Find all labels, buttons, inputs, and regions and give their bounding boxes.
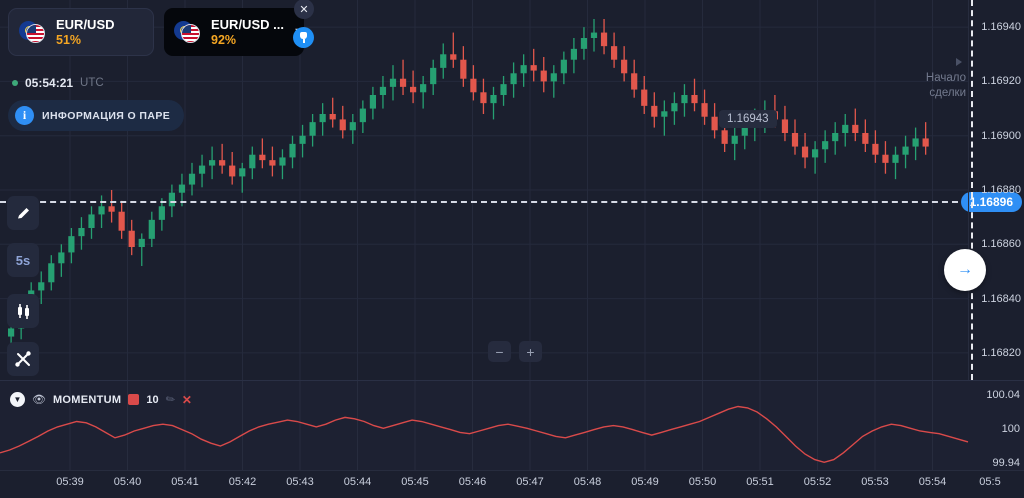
time-tick-label: 05:52 [803,476,832,488]
candlestick-series [8,19,929,353]
chevron-down-icon[interactable]: ▼ [10,392,25,407]
timeframe-label: 5s [15,252,31,268]
momentum-tick-label: 100.04 [986,389,1020,401]
price-tick-label: 1.16840 [981,292,1021,305]
server-clock: 05:54:21 UTC [12,76,104,90]
clock-time: 05:54:21 [25,76,74,90]
chart-type-button[interactable] [7,294,39,328]
asset-tabs: EUR/USD 51% EUR/USD ... 92% ▼ ✕ [8,0,314,56]
time-tick-label: 05:45 [401,476,429,488]
eurusd-flag-icon [19,21,47,43]
time-tick-label: 05:40 [113,476,142,488]
info-icon: i [15,106,34,125]
close-icon[interactable]: ✕ [181,392,192,407]
deal-start-label-line2: сделки [929,87,966,99]
deal-start-label: Начало сделки [894,71,966,101]
timeframe-button[interactable]: 5s [7,243,39,277]
pair-info-button[interactable]: i ИНФОРМАЦИЯ О ПАРЕ [8,100,185,131]
current-price-line [0,201,968,203]
momentum-tick-label: 99.94 [992,457,1020,469]
time-tick-label: 05:49 [631,476,659,488]
time-axis[interactable] [0,470,1024,498]
price-tick-label: 1.16860 [981,238,1021,251]
time-tick-label: 05:51 [746,476,774,488]
time-tick-label: 05:50 [688,476,717,488]
close-icon[interactable]: ✕ [294,0,314,19]
momentum-name: MOMENTUM [52,393,122,406]
time-tick-label: 05:43 [286,476,314,488]
zoom-controls: − + [488,341,542,362]
pencil-icon [17,207,29,218]
deal-start-label-line1: Начало [925,72,966,84]
indicators-icon [15,351,31,367]
pair-info-label: ИНФОРМАЦИЯ О ПАРЕ [42,109,171,122]
price-tick-label: 1.16900 [981,129,1021,142]
draw-tool-button[interactable] [7,196,39,230]
momentum-series [0,381,969,471]
asset-tab-name: EUR/USD [56,17,115,32]
time-tick-label: 05:44 [343,476,372,488]
time-tick-label: 05:53 [861,476,889,488]
deal-start-play-icon [956,58,962,66]
candlestick-icon [17,303,29,319]
momentum-indicator-panel[interactable]: 100.04 100 99.94 [0,380,1024,471]
axis-divider [968,0,969,470]
deal-start-line [971,0,973,380]
time-tick-label: 05:48 [573,476,602,488]
indicators-button[interactable] [7,342,39,376]
asset-tab-name: EUR/USD ... [211,17,284,32]
asset-tab-payout: 51% [56,33,82,47]
momentum-color-swatch[interactable] [128,394,140,405]
momentum-tick-label: 100 [1001,423,1020,435]
connection-status-dot [12,80,18,86]
price-chart-area[interactable] [0,0,1024,380]
pin-icon[interactable] [293,27,314,48]
time-tick-label: 05:54 [918,476,947,488]
current-price-badge: 1.16896 [960,192,1022,212]
price-tick-label: 1.16920 [981,75,1021,88]
zoom-in-button[interactable]: + [519,341,542,362]
time-tick-label: 05:41 [171,476,199,488]
high-price-tooltip: 1.16943 [719,110,777,128]
zoom-out-button[interactable]: − [488,341,511,362]
scroll-to-latest-button[interactable]: → [944,249,986,291]
pencil-icon[interactable]: ✎ [163,392,178,408]
eye-icon[interactable]: 👁 [32,394,46,406]
momentum-header: ▼ 👁 MOMENTUM 10 ✎ ✕ [10,392,192,407]
time-tick-label: 05:39 [56,476,84,488]
time-tick-label: 05:46 [458,476,487,488]
asset-tab-payout: 92% [211,33,237,47]
momentum-period: 10 [146,393,159,406]
price-tick-label: 1.16820 [981,346,1021,359]
time-tick-label: 05:42 [228,476,257,488]
clock-timezone: UTC [80,77,104,89]
time-tick-label: 05:5 [979,476,1001,488]
price-axis[interactable]: 1.16940 1.16920 1.16900 1.16880 1.16860 1.168… [968,0,1024,380]
arrow-right-icon: → [957,261,973,278]
price-tick-label: 1.16940 [981,21,1021,34]
time-tick-label: 05:47 [516,476,544,488]
price-tick-label: 1.16880 [981,184,1021,196]
asset-tab-eurusd-otc[interactable]: EUR/USD ... 92% ▼ ✕ [164,0,314,56]
asset-tab-eurusd[interactable]: EUR/USD 51% [8,8,154,56]
eurusd-flag-icon [174,21,202,43]
